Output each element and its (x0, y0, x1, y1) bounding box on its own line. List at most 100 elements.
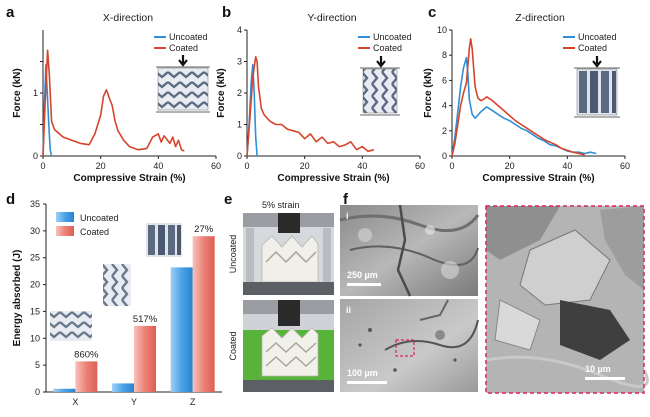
y-axis-label: Force (kN) (216, 68, 227, 117)
y-tick-label: 30 (30, 226, 40, 236)
inset-bar-y-lattice (103, 264, 131, 306)
sem-label-i: i (346, 211, 349, 221)
y-tick-label: 3 (237, 57, 242, 67)
legend-label-uncoated: Uncoated (578, 32, 617, 42)
y-axis-label: Force (kN) (423, 68, 434, 117)
sem-image-i: i 250 µm (339, 204, 480, 297)
bar-coated-z (192, 236, 215, 392)
panel-letter-e: e (224, 191, 232, 208)
zoom-border (485, 205, 645, 394)
series-line-coated (451, 37, 585, 157)
scale-label-zoom: 10 µm (585, 364, 611, 374)
sem-image-ii: ii 100 µm (340, 299, 479, 392)
scale-bar-ii (347, 381, 387, 384)
zoom-region-marker (395, 339, 415, 357)
y-tick-label: 2 (237, 88, 242, 98)
legend-label-coated: Coated (80, 227, 109, 237)
row-label-coated: Coated (228, 331, 238, 360)
legend-label-coated: Coated (578, 43, 607, 53)
bar-uncoated-y (112, 383, 134, 392)
arrow-down-icon (592, 56, 602, 68)
y-tick-label: 0 (237, 151, 242, 161)
photo-uncoated (243, 213, 334, 295)
y-tick-label: 10 (30, 333, 40, 343)
y-tick-label: 20 (30, 280, 40, 290)
inset-bar-x-lattice (50, 311, 92, 341)
series-line-coated (246, 55, 375, 157)
x-tick-label: 60 (211, 161, 221, 171)
arrow-down-icon (178, 55, 188, 67)
panel-letter-d: d (6, 191, 15, 208)
y-axis-label: Energy absorbed (J) (12, 250, 23, 347)
arrow-down-icon (376, 56, 386, 68)
chart-title: Y-direction (307, 12, 356, 24)
y-tick-label: 2 (442, 126, 447, 136)
bar-uncoated-x (53, 388, 76, 392)
x-tick-label: 40 (562, 161, 572, 171)
panel-f-sem: i 250 µm ii 100 µm 10 µm (339, 204, 649, 394)
x-tick-label: Z (190, 397, 196, 407)
legend-label-uncoated: Uncoated (373, 32, 412, 42)
panel-letter-c: c (428, 4, 436, 21)
panel-letter-b: b (222, 4, 231, 21)
scale-bar-i (347, 283, 381, 286)
series-line-coated (42, 49, 185, 157)
y-axis-label: Force (kN) (12, 68, 23, 117)
chart-z-direction: Z-direction 0 20 40 60 0 2 4 6 8 10 Compressive Str… (423, 12, 630, 184)
x-axis-label: Compressive Strain (%) (73, 173, 185, 184)
y-tick-label: 1 (237, 120, 242, 130)
bar-uncoated-z (170, 267, 193, 392)
photo-coated (243, 300, 334, 392)
x-tick-label: 20 (300, 161, 310, 171)
strain-label: 5% strain (262, 200, 300, 210)
bar-annotation: 860% (74, 349, 99, 360)
x-tick-label: 20 (505, 161, 515, 171)
legend-swatch-uncoated (56, 212, 74, 222)
legend-label-uncoated: Uncoated (169, 32, 208, 42)
y-tick-label: 0 (33, 151, 38, 161)
inset-x-lattice (156, 55, 210, 113)
y-tick-label: 4 (237, 25, 242, 35)
x-tick-label: 60 (620, 161, 630, 171)
scale-label-i: 250 µm (347, 270, 378, 280)
legend-label-uncoated: Uncoated (80, 213, 119, 223)
x-tick-label: 0 (244, 161, 249, 171)
y-tick-label: 6 (442, 75, 447, 85)
y-tick-label: 25 (30, 253, 40, 263)
x-axis-label: Compressive Strain (%) (482, 173, 594, 184)
chart-title: Z-direction (515, 12, 565, 24)
bar-coated-y (134, 325, 156, 392)
legend-label-coated: Coated (373, 43, 402, 53)
panel-letter-f: f (343, 191, 349, 208)
bar-annotation: 27% (194, 224, 214, 235)
y-tick-label: 15 (30, 306, 40, 316)
y-tick-label: 35 (30, 199, 40, 209)
x-tick-label: 40 (153, 161, 163, 171)
y-tick-label: 4 (442, 101, 447, 111)
y-tick-label: 0 (442, 151, 447, 161)
x-tick-label: 20 (96, 161, 106, 171)
panel-e-photos: 5% strain Uncoated Coated (228, 200, 334, 392)
x-tick-label: 40 (357, 161, 367, 171)
inset-bar-z-lattice (146, 223, 182, 257)
panel-letter-a: a (6, 4, 15, 21)
legend-swatch-coated (56, 226, 74, 236)
sem-label-ii: ii (346, 305, 351, 315)
scale-bar-zoom (585, 377, 625, 380)
inset-z-lattice (574, 56, 620, 118)
x-axis-label: Compressive Strain (%) (277, 173, 389, 184)
y-tick-label: 5 (35, 360, 40, 370)
bar-coated-x (75, 361, 98, 392)
chart-energy-absorbed: 0 5 10 15 20 25 30 35 Energy absorbed (J) X 860% Y 5… (12, 199, 222, 407)
y-tick-label: 0 (35, 387, 40, 397)
y-tick-label: 1 (33, 88, 38, 98)
chart-title: X-direction (103, 12, 153, 24)
x-tick-label: Y (131, 397, 137, 407)
chart-x-direction: X-direction 0 20 40 60 0 1 Compressive Strain (… (12, 12, 221, 184)
bar-annotation: 517% (133, 314, 158, 325)
inset-y-lattice (360, 56, 400, 116)
y-tick-label: 8 (442, 50, 447, 60)
x-tick-label: 0 (449, 161, 454, 171)
row-label-uncoated: Uncoated (228, 235, 238, 274)
